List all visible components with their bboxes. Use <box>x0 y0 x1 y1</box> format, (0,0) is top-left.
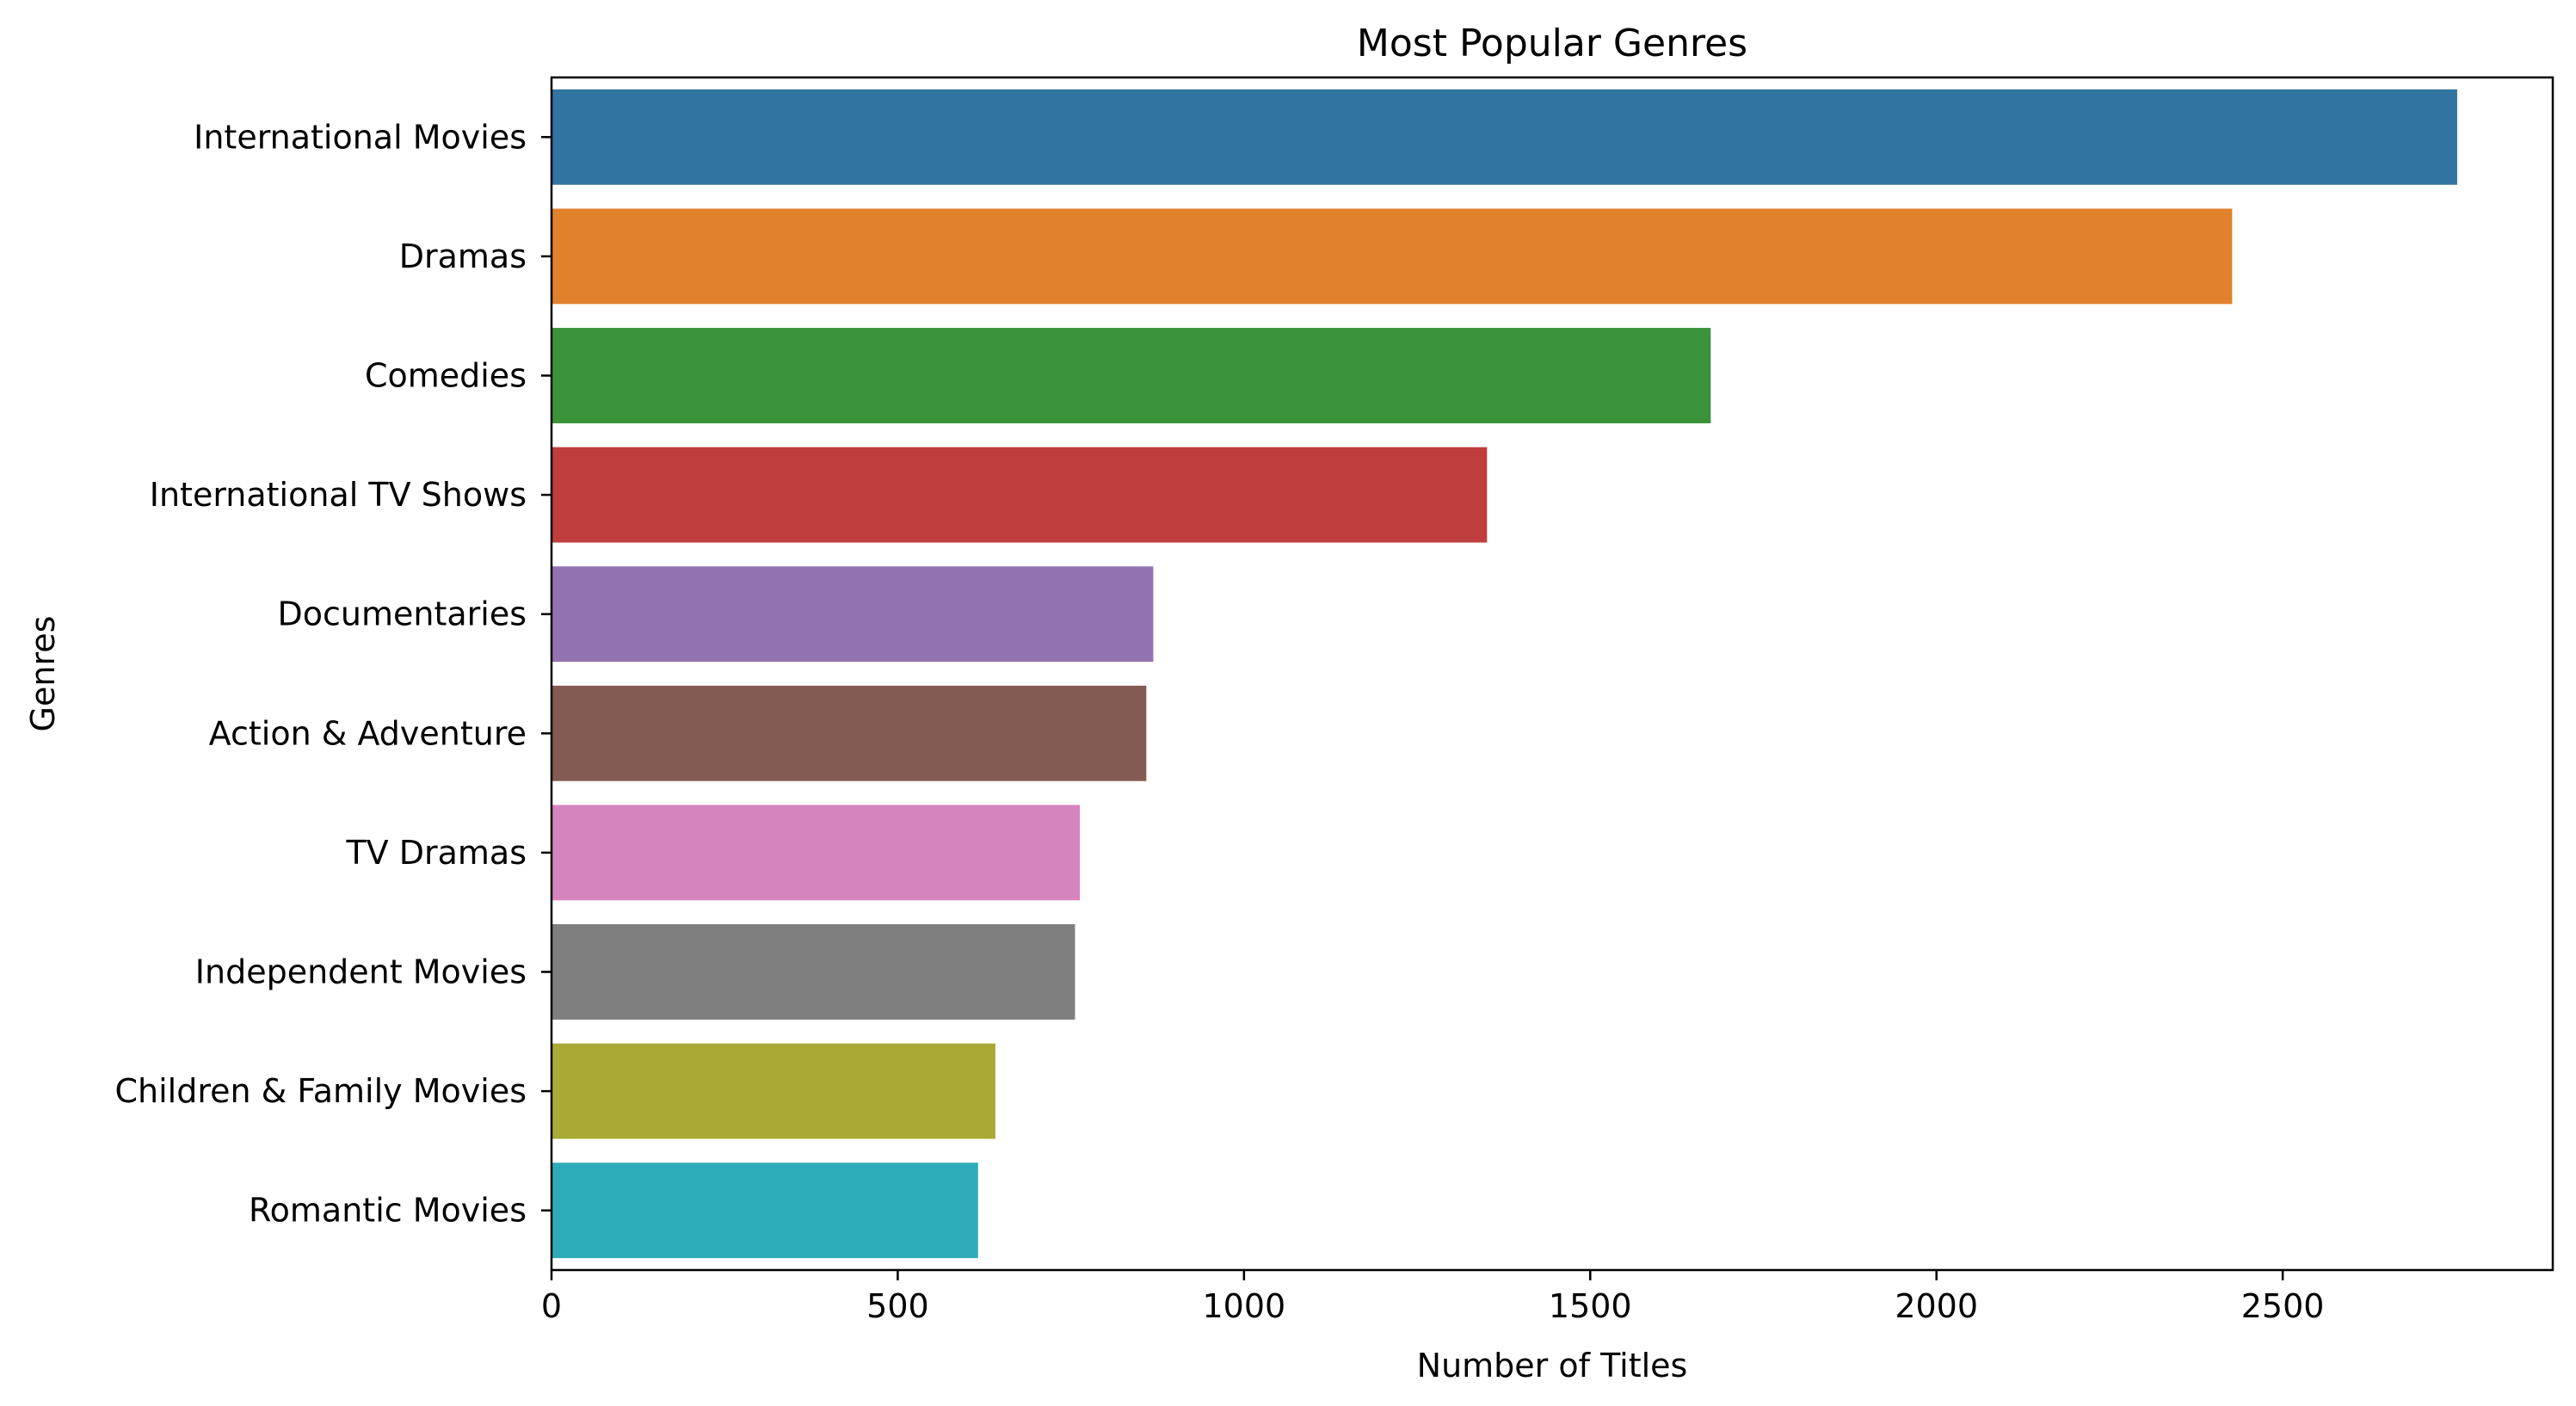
bar <box>552 447 1488 543</box>
bar <box>552 1162 978 1259</box>
y-tick-label: Documentaries <box>277 595 527 633</box>
y-tick-label: International TV Shows <box>150 476 527 514</box>
y-tick-label: International Movies <box>194 118 527 156</box>
y-tick-label: TV Dramas <box>345 834 527 872</box>
bar <box>552 89 2457 185</box>
x-tick-label: 2000 <box>1895 1287 1978 1325</box>
bar <box>552 328 1711 423</box>
x-tick-label: 0 <box>541 1287 562 1325</box>
bar <box>552 1043 995 1139</box>
y-tick-label: Independent Movies <box>195 953 527 991</box>
bar <box>552 685 1147 781</box>
x-tick-label: 1500 <box>1549 1287 1632 1325</box>
plot-frame <box>550 76 2554 1272</box>
x-tick-label: 2500 <box>2241 1287 2325 1325</box>
bar <box>552 924 1075 1020</box>
y-tick-label: Romantic Movies <box>249 1192 527 1230</box>
x-tick-label: 500 <box>866 1287 929 1325</box>
y-axis-label: Genres <box>24 616 62 732</box>
bar <box>552 805 1081 901</box>
y-tick-label: Dramas <box>399 237 527 275</box>
chart-title: Most Popular Genres <box>1357 22 1747 65</box>
bar <box>552 566 1154 663</box>
y-tick-label: Comedies <box>365 357 527 395</box>
bars-layer <box>552 89 2457 1259</box>
y-tick-label: Children & Family Movies <box>114 1072 527 1110</box>
y-axis: International Movies Dramas Comedies Intern… <box>114 118 552 1230</box>
y-tick-label: Action & Adventure <box>209 714 527 752</box>
x-axis: 0 500 1000 1500 2000 2500 <box>541 1270 2325 1325</box>
x-tick-label: 1000 <box>1202 1287 1285 1325</box>
bar <box>552 208 2233 305</box>
x-axis-label: Number of Titles <box>1417 1347 1688 1384</box>
